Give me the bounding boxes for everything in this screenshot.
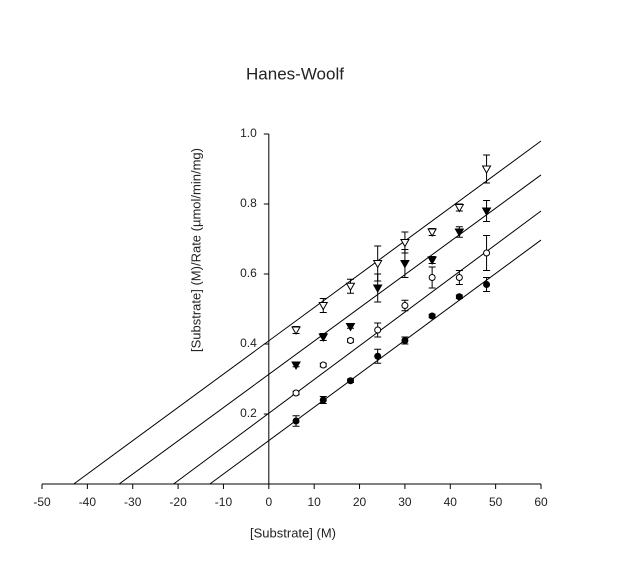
- marker: [400, 239, 410, 248]
- x-tick-label: -40: [79, 495, 97, 509]
- x-tick-label: 10: [308, 495, 322, 509]
- marker: [455, 293, 463, 301]
- marker: [318, 333, 329, 343]
- marker: [401, 337, 409, 344]
- marker: [455, 274, 463, 281]
- marker: [454, 204, 465, 213]
- x-tick-label: -20: [169, 495, 187, 509]
- marker: [483, 249, 491, 257]
- x-tick-label: 0: [265, 495, 272, 509]
- marker: [291, 326, 301, 336]
- x-tick-label: 60: [534, 495, 548, 509]
- x-tick-label: -10: [215, 495, 233, 509]
- marker: [319, 396, 327, 404]
- marker: [319, 361, 327, 369]
- marker: [481, 207, 492, 217]
- marker: [427, 256, 437, 266]
- marker: [345, 282, 356, 292]
- marker: [345, 323, 356, 332]
- fit-line: [209, 239, 542, 485]
- x-tick-label: 40: [444, 495, 458, 509]
- fit-line: [73, 140, 542, 485]
- y-tick-label: 1.0: [240, 126, 257, 140]
- fit-line: [118, 174, 542, 485]
- y-tick-label: 0.2: [240, 406, 257, 420]
- marker: [427, 228, 437, 238]
- chart-title: Hanes-Woolf: [246, 64, 344, 83]
- y-tick-label: 0.6: [240, 266, 257, 280]
- x-tick-label: 50: [489, 495, 503, 509]
- marker: [428, 274, 436, 281]
- x-axis-label: [Substrate] (M): [250, 525, 336, 540]
- marker: [374, 352, 382, 360]
- x-tick-label: -30: [124, 495, 142, 509]
- marker: [401, 302, 409, 309]
- marker: [291, 361, 301, 371]
- y-axis-label: [Substrate] (M)/Rate (µmol/min/mg): [188, 148, 203, 352]
- marker: [400, 260, 410, 269]
- marker: [372, 260, 383, 269]
- y-tick-label: 0.8: [240, 196, 257, 210]
- marker: [481, 165, 492, 175]
- x-tick-label: 30: [398, 495, 412, 509]
- x-tick-label: 20: [353, 495, 367, 509]
- marker: [346, 337, 354, 344]
- marker: [292, 417, 300, 425]
- x-tick-label: -50: [33, 495, 51, 509]
- marker: [318, 302, 329, 311]
- y-tick-label: 0.4: [240, 336, 257, 350]
- marker: [292, 389, 300, 397]
- fit-line: [173, 210, 542, 485]
- marker: [346, 377, 354, 385]
- marker: [374, 326, 382, 334]
- marker: [428, 312, 436, 320]
- marker: [372, 284, 383, 294]
- marker: [483, 281, 491, 288]
- marker: [454, 228, 465, 238]
